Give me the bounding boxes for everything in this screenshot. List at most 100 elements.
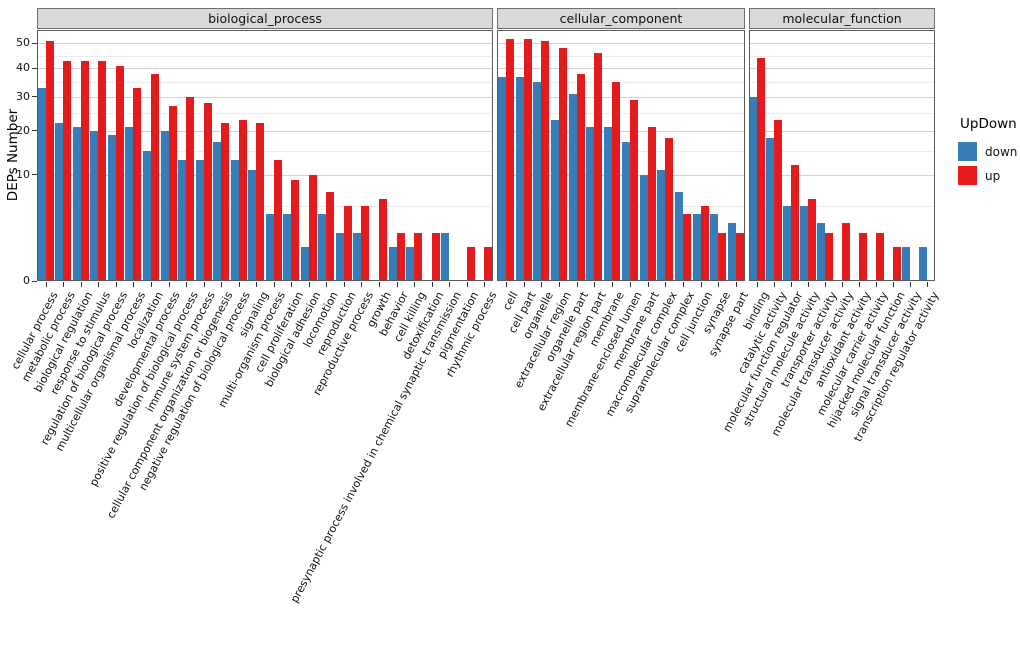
bar-down [300,247,309,280]
bar-down [248,169,257,280]
bar-down [817,222,826,280]
x-axis-tick [238,282,240,287]
bar-down [283,213,292,280]
x-axis-tick [63,282,65,287]
x-axis-tick [115,282,117,287]
gridline-minor [38,55,492,57]
bar-up [256,123,265,280]
x-axis-tick [909,282,911,287]
gridline-minor [38,82,492,84]
x-axis-tick [594,282,596,287]
bar-up [221,123,230,280]
y-axis-tick [32,67,37,69]
x-axis-tick [343,282,345,287]
bar-up [541,41,550,280]
bar-down [55,123,64,280]
x-axis-tick [576,282,578,287]
bar-down [160,130,169,280]
legend-swatch-down [958,142,977,161]
bar-down [515,76,524,280]
gridline-minor [750,113,934,114]
bar-down [107,134,116,280]
bar-up [98,60,107,280]
gridline-minor [750,205,934,207]
facet-label: biological_process [208,11,322,26]
bar-up [308,174,317,280]
bar-down [657,169,666,280]
bar-up [612,82,621,280]
legend: UpDown down up [958,116,1020,190]
gridline-major [38,68,492,70]
x-axis-tick [700,282,702,287]
x-axis-tick [98,282,100,287]
gridline-major [38,174,492,176]
gridline-major [498,43,744,45]
gridline-major [498,174,744,176]
x-axis-tick [396,282,398,287]
gridline-minor [38,113,492,114]
gridline-minor [38,150,492,152]
x-axis-tick [791,282,793,287]
y-axis-tick [32,280,37,282]
facet-label: molecular_function [782,11,902,26]
bar-down [533,82,542,280]
gridline-minor [498,113,744,114]
x-axis-tick [665,282,667,287]
gridline-minor [38,205,492,207]
bar-up [576,73,585,280]
bar-down [750,96,758,280]
gridline-minor [498,55,744,57]
bar-down [783,205,792,280]
gridline-minor [498,82,744,84]
bar-up [291,180,300,280]
x-axis-tick [414,282,416,287]
bar-up [361,205,370,280]
x-axis-tick [361,282,363,287]
bar-down [498,76,506,280]
bar-down [125,127,134,280]
bar-down [675,192,683,280]
x-axis-tick [683,282,684,287]
bar-down [918,247,927,280]
gridline-major [750,43,934,45]
gridline-minor [750,55,934,57]
x-axis-tick [186,282,188,287]
bar-down [406,247,415,280]
bar-down [800,205,809,280]
y-axis-tick [32,96,37,98]
x-axis-tick [875,282,877,287]
bar-up [683,213,691,280]
bar-up [343,205,352,280]
x-axis-tick [133,282,135,287]
x-axis-tick [221,282,223,287]
gridline-major [750,96,934,98]
bar-down [728,222,737,280]
bar-up [273,159,282,280]
x-axis-tick [647,282,649,287]
x-axis-tick [629,282,631,287]
y-axis-title: DEPs Number [5,108,21,202]
x-axis-tick [466,282,468,287]
bar-up [791,164,800,280]
bar-up [238,119,247,280]
bar-down [388,247,397,280]
x-axis-tick [449,282,451,287]
bar-down [335,233,344,280]
x-axis-tick [858,282,860,287]
bar-down [710,213,719,280]
x-axis-tick [892,282,894,287]
facet-strip: cellular_component [497,8,745,29]
facet-strip: molecular_function [749,8,935,29]
bar-up [168,106,177,280]
bar-up [115,65,124,280]
legend-swatch-up [958,166,977,185]
facet-panel [497,30,745,281]
bar-up [63,60,72,280]
x-axis-tick [151,282,152,287]
bar-up [396,233,405,280]
bar-up [774,119,783,280]
x-axis-tick [168,282,170,287]
x-axis-tick [736,282,738,287]
gridline-major [750,130,934,132]
bar-down [72,127,81,280]
